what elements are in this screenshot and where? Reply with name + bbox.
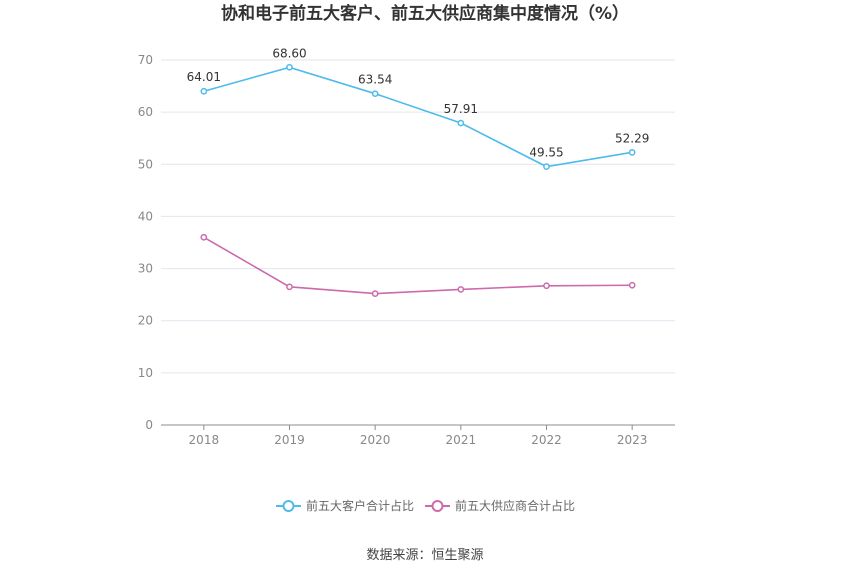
- x-tick-label: 2023: [617, 433, 648, 447]
- series-group: [200, 63, 636, 297]
- data-point[interactable]: [371, 290, 379, 297]
- x-tick-label: 2019: [274, 433, 305, 447]
- data-label: 57.91: [444, 102, 478, 116]
- legend-item-1[interactable]: 前五大客户合计占比: [276, 498, 414, 513]
- axes: 0 10 20 30 40 50 60 70 2018 2019 2020 2021 2022 2023: [138, 53, 675, 447]
- data-point[interactable]: [543, 282, 550, 290]
- source-note: 数据来源：恒生聚源: [366, 548, 483, 563]
- data-point[interactable]: [371, 90, 379, 98]
- legend-label: 前五大供应商合计占比: [455, 498, 575, 513]
- legend-swatch-marker: [282, 500, 295, 512]
- data-label: 63.54: [358, 73, 392, 87]
- x-tick-label: 2018: [189, 433, 220, 447]
- y-tick-label: 10: [138, 366, 153, 380]
- data-point[interactable]: [457, 286, 465, 293]
- legend-item-2[interactable]: 前五大供应商合计占比: [425, 498, 575, 513]
- y-tick-label: 50: [138, 157, 153, 171]
- legend-swatch-marker: [431, 500, 444, 512]
- data-label: 52.29: [615, 131, 649, 145]
- data-point[interactable]: [286, 63, 293, 71]
- data-point[interactable]: [543, 163, 550, 170]
- grid-lines: [161, 59, 675, 374]
- legend[interactable]: 前五大客户合计占比 前五大供应商合计占比: [276, 498, 575, 513]
- y-tick-label: 60: [138, 105, 153, 119]
- x-tick-label: 2022: [531, 433, 562, 447]
- legend-label: 前五大客户合计占比: [306, 498, 414, 513]
- y-tick-label: 30: [138, 262, 153, 276]
- y-tick-label: 20: [138, 314, 153, 328]
- series-line-1: [203, 66, 633, 168]
- data-labels: 64.01 68.60 63.54 57.91 49.55 52.29: [187, 46, 650, 159]
- y-tick-label: 40: [138, 209, 153, 223]
- data-point[interactable]: [286, 283, 293, 291]
- data-point[interactable]: [628, 281, 636, 289]
- chart-title: 协和电子前五大客户、前五大供应商集中度情况（%）: [221, 3, 629, 24]
- data-point[interactable]: [628, 148, 636, 156]
- y-tick-label: 70: [138, 53, 153, 67]
- y-tick-label: 0: [145, 418, 153, 432]
- data-point[interactable]: [457, 119, 465, 127]
- data-label: 64.01: [187, 70, 221, 84]
- x-tick-label: 2021: [446, 433, 477, 447]
- data-label: 49.55: [529, 146, 563, 160]
- x-tick-label: 2020: [360, 433, 391, 447]
- data-point[interactable]: [200, 233, 208, 241]
- data-label: 68.60: [272, 46, 306, 60]
- data-point[interactable]: [200, 87, 208, 95]
- series-line-2: [203, 236, 633, 295]
